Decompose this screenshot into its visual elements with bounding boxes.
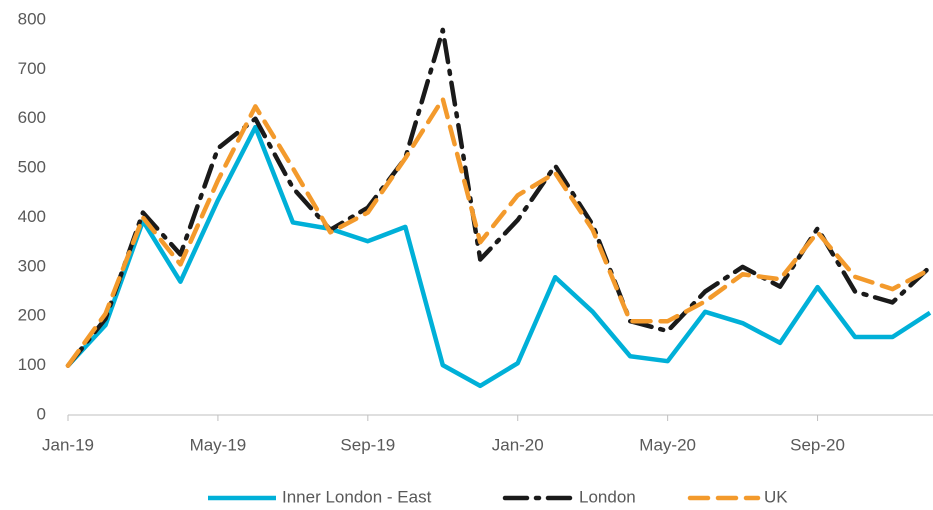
y-tick-label: 100 (18, 355, 46, 374)
series-line (65, 96, 933, 368)
series-line (65, 27, 933, 368)
y-tick-label: 700 (18, 59, 46, 78)
y-tick-label: 300 (18, 256, 46, 275)
x-tick-label: May-20 (639, 435, 696, 454)
x-tick-label: Sep-19 (340, 435, 395, 454)
y-tick-label: 0 (37, 404, 46, 423)
series-line (66, 124, 932, 389)
legend-label: London (579, 487, 636, 506)
y-tick-label: 400 (18, 207, 46, 226)
legend-label: UK (764, 487, 788, 506)
x-tick-label: May-19 (190, 435, 247, 454)
y-tick-label: 200 (18, 306, 46, 325)
x-tick-label: Jan-20 (492, 435, 544, 454)
y-tick-label: 500 (18, 158, 46, 177)
legend-label: Inner London - East (282, 487, 432, 506)
plot (65, 27, 933, 389)
y-tick-label: 800 (18, 9, 46, 28)
y-tick-label: 600 (18, 108, 46, 127)
x-tick-label: Sep-20 (790, 435, 845, 454)
x-tick-label: Jan-19 (42, 435, 94, 454)
